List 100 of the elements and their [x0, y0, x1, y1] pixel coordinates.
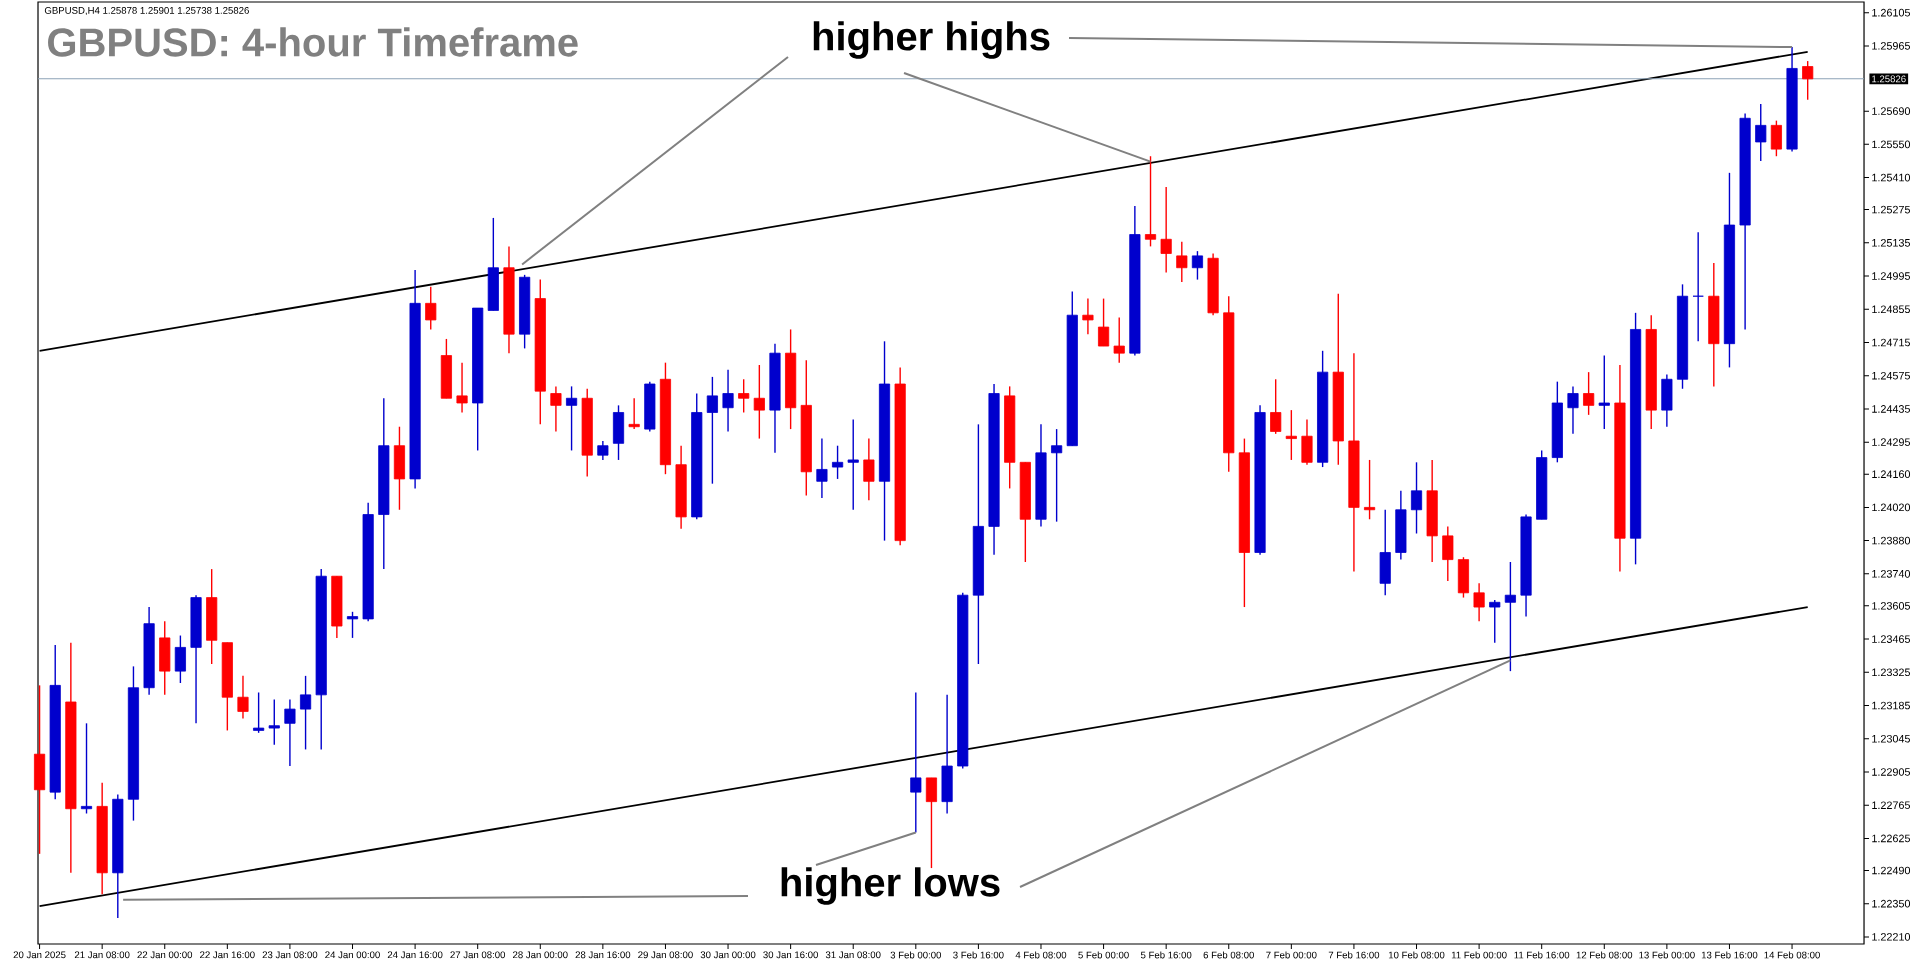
candlestick [1113, 316, 1125, 364]
y-tick-label: 1.23045 [1872, 734, 1910, 743]
candlestick [738, 378, 750, 414]
candlestick [597, 440, 609, 461]
x-tick-label: 30 Jan 16:00 [763, 951, 818, 959]
candlestick [253, 691, 265, 734]
candlestick [816, 437, 828, 499]
x-tick-label: 3 Feb 16:00 [953, 951, 1004, 959]
x-tick-label: 21 Jan 08:00 [74, 951, 130, 959]
x-tick-label: 5 Feb 16:00 [1140, 951, 1192, 959]
y-tick-label: 1.23605 [1872, 602, 1910, 610]
x-tick-label: 3 Feb 00:00 [890, 951, 942, 959]
candlestick [910, 691, 922, 834]
candlestick [1583, 371, 1595, 416]
y-tick-label: 1.23185 [1872, 701, 1910, 710]
y-tick-label: 1.24020 [1872, 503, 1911, 512]
candlestick [1755, 103, 1767, 162]
x-tick-label: 5 Feb 00:00 [1078, 951, 1129, 959]
y-tick-label: 1.24295 [1872, 438, 1910, 446]
candlestick [1364, 459, 1376, 520]
y-tick-label: 1.24995 [1872, 272, 1910, 280]
y-tick-label: 1.25965 [1872, 42, 1910, 50]
x-tick-label: 23 Jan 08:00 [262, 951, 318, 959]
annotation: higher lows [781, 867, 1000, 905]
candlestick [1598, 354, 1610, 430]
x-tick-label: 11 Feb 00:00 [1451, 951, 1507, 959]
y-tick-label: 1.25135 [1872, 239, 1910, 247]
x-tick-label: 11 Feb 16:00 [1514, 951, 1570, 959]
candlestick [1270, 378, 1282, 435]
candlestick [847, 418, 859, 511]
candlestick [706, 376, 718, 485]
candlestick [925, 777, 938, 869]
candlestick [456, 361, 468, 414]
candlestick [425, 286, 437, 331]
candlestick [722, 369, 734, 433]
candlestick [1504, 561, 1516, 672]
x-tick-label: 29 Jan 08:00 [638, 951, 693, 959]
candlestick [566, 385, 578, 452]
chart-subtitle: GBPUSD,H4 1.25878 1.25901 1.25738 1.25826 [44, 7, 249, 15]
x-tick-label: 28 Jan 00:00 [512, 951, 568, 959]
annotation: higher highs [813, 21, 1050, 59]
candlestick [1191, 250, 1204, 281]
x-tick-label: 24 Jan 16:00 [387, 951, 443, 959]
candlestick [1802, 60, 1814, 101]
y-tick-label: 1.23325 [1872, 668, 1910, 677]
candlestick [1098, 297, 1110, 347]
ref-line-label: 1.25826 [1872, 75, 1906, 83]
y-tick-label: 1.24160 [1872, 470, 1911, 478]
y-tick-label: 1.22350 [1872, 899, 1911, 908]
candlestick [1473, 582, 1485, 622]
x-tick-label: 13 Feb 00:00 [1639, 951, 1695, 959]
candlestick [346, 611, 359, 639]
x-tick-label: 7 Feb 00:00 [1266, 951, 1317, 959]
x-tick-label: 30 Jan 00:00 [700, 951, 756, 959]
y-tick-label: 1.25410 [1872, 173, 1911, 182]
candlestick [80, 722, 93, 815]
y-tick-label: 1.24715 [1872, 338, 1910, 347]
candlestick [268, 698, 280, 746]
candlestick [237, 675, 249, 720]
y-tick-label: 1.24575 [1872, 371, 1910, 380]
x-tick-label: 22 Jan 16:00 [200, 951, 255, 959]
candlestick [1410, 461, 1423, 535]
candlestick [1160, 186, 1172, 274]
x-tick-label: 24 Jan 00:00 [325, 951, 380, 959]
candlestick [174, 634, 186, 684]
y-tick-label: 1.25275 [1872, 205, 1910, 214]
y-tick-label: 1.23880 [1872, 536, 1911, 545]
candlestick [753, 364, 765, 440]
y-tick-label: 1.25690 [1872, 107, 1911, 115]
candlestick [1442, 525, 1454, 582]
x-tick-label: 13 Feb 16:00 [1701, 951, 1758, 959]
x-tick-label: 27 Jan 08:00 [450, 951, 506, 959]
y-tick-label: 1.23740 [1872, 570, 1911, 578]
candlestick [550, 385, 562, 433]
candlestick [1567, 385, 1579, 435]
candlestick [1692, 231, 1704, 343]
chart-title: GBPUSD: 4-hour Timeframe [48, 27, 578, 57]
candlestick [628, 397, 640, 430]
x-tick-label: 10 Feb 08:00 [1388, 951, 1445, 959]
y-tick-label: 1.23465 [1872, 635, 1910, 643]
y-tick-label: 1.24855 [1872, 305, 1910, 314]
x-tick-label: 20 Jan 2025 [13, 951, 66, 959]
x-tick-label: 14 Feb 08:00 [1764, 951, 1820, 959]
y-tick-label: 1.22905 [1872, 768, 1910, 776]
candlestick [1082, 297, 1094, 335]
candlestick [1176, 240, 1188, 283]
candlestick [863, 437, 875, 501]
candlestick [1285, 409, 1297, 461]
candlestick [1770, 119, 1782, 157]
candlestick [832, 445, 844, 480]
candlestick [1489, 599, 1501, 644]
candlestick [284, 698, 296, 767]
y-tick-label: 1.22625 [1872, 834, 1910, 843]
x-tick-label: 6 Feb 08:00 [1203, 951, 1254, 959]
x-tick-label: 22 Jan 00:00 [137, 951, 193, 959]
y-tick-label: 1.22765 [1872, 801, 1910, 809]
y-tick-label: 1.22210 [1872, 933, 1911, 941]
y-tick-label: 1.24435 [1872, 405, 1910, 413]
x-tick-label: 7 Feb 16:00 [1328, 951, 1380, 959]
y-tick-label: 1.26105 [1872, 8, 1910, 17]
